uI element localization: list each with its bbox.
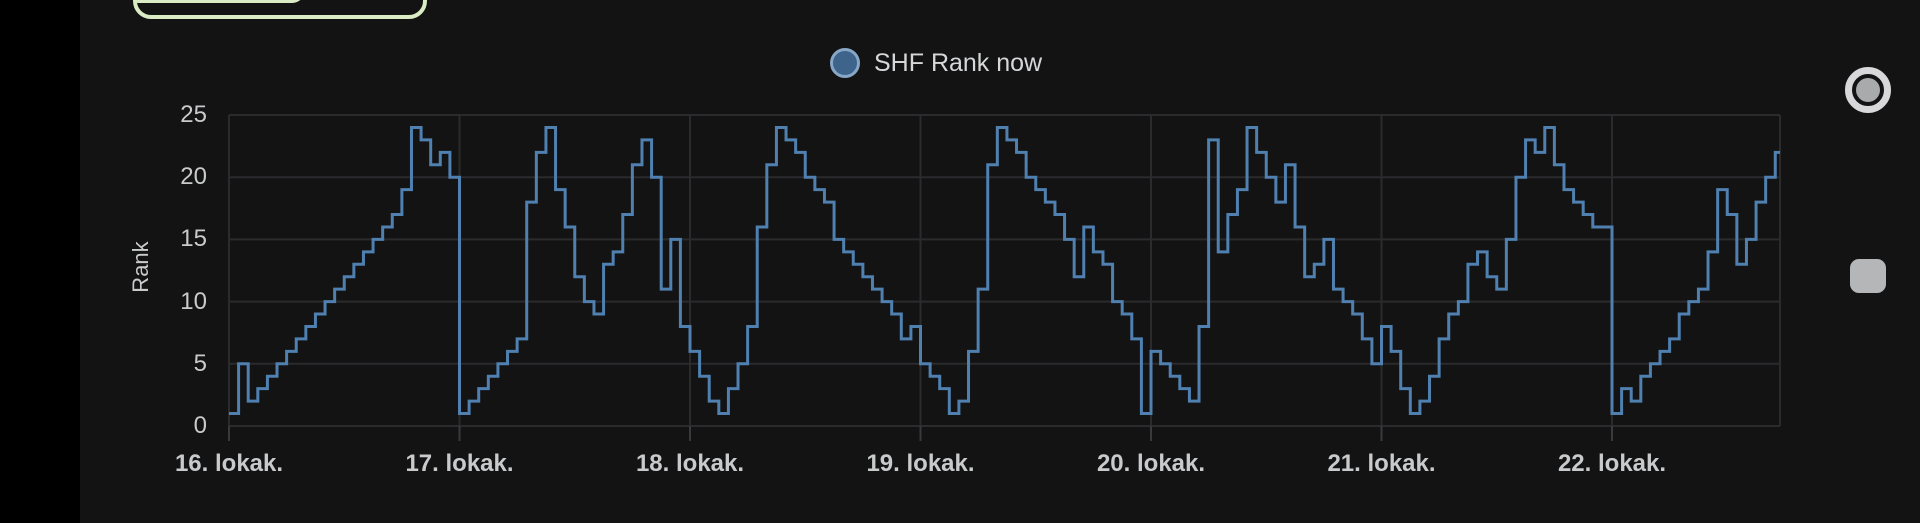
- x-tick-label: 17. lokak.: [405, 450, 514, 477]
- y-tick-label: 20: [180, 163, 207, 191]
- x-tick-label: 18. lokak.: [635, 450, 745, 477]
- legend-item[interactable]: SHF Rank now: [830, 48, 1042, 78]
- x-tick-label: 19. lokak.: [866, 450, 975, 477]
- series-step-line: [229, 125, 1780, 416]
- left-bezel: [0, 0, 80, 523]
- x-tick-label: 16. lokak.: [174, 450, 284, 477]
- stop-square-icon[interactable]: [1850, 259, 1886, 293]
- y-tick-label: 0: [193, 412, 207, 439]
- legend-series-label: SHF Rank now: [874, 49, 1043, 77]
- record-icon-inner-dot: [1856, 78, 1880, 102]
- x-tick-label: 22. lokak.: [1557, 450, 1667, 477]
- legend-series-dot: [830, 48, 860, 78]
- top-left-button-fill: [137, 0, 305, 3]
- y-tick-label: 25: [180, 101, 207, 128]
- y-tick-label: 15: [180, 225, 207, 253]
- record-icon[interactable]: [1845, 67, 1891, 113]
- x-tick-label: 21. lokak.: [1327, 450, 1436, 477]
- y-tick-label: 10: [180, 287, 207, 315]
- y-tick-label: 5: [193, 349, 207, 377]
- x-tick-label: 20. lokak.: [1096, 450, 1206, 477]
